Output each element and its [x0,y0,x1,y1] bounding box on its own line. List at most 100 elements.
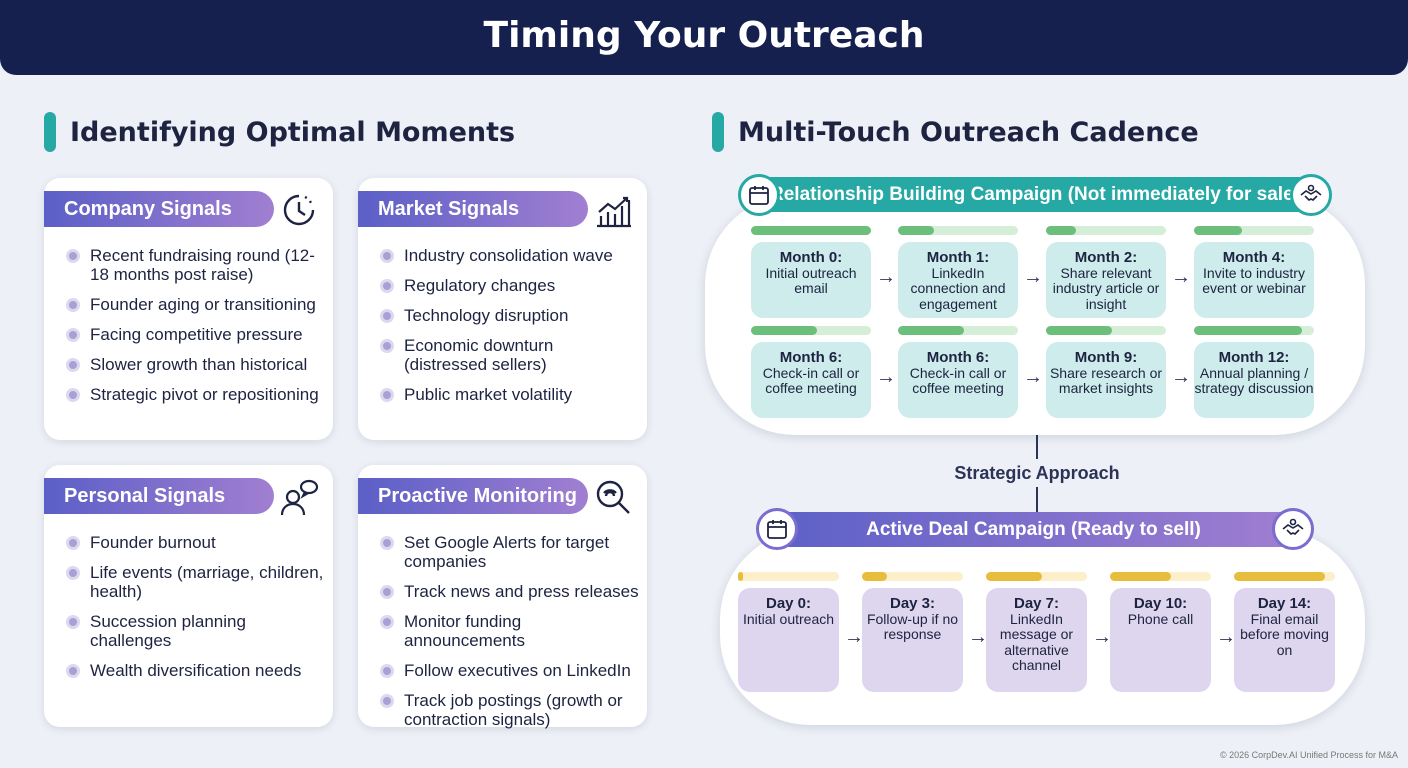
progress-bar [986,572,1087,581]
connector-label: Strategic Approach [954,463,1120,483]
list-item: Facing competitive pressure [64,325,325,344]
cadence-step: Month 9: Share research or market insight… [1046,342,1166,418]
connector-line [1036,435,1038,459]
step-text: LinkedIn message or alternative channel [999,610,1074,673]
progress-bar [1234,572,1335,581]
arrow-right-icon: → [1023,266,1043,288]
person-speech-icon [279,477,319,517]
cadence-step: Day 0: Initial outreach [738,588,839,692]
list-item: Monitor funding announcements [378,612,639,650]
list-item: Slower growth than historical [64,355,325,374]
clock-icon [279,190,319,230]
signal-card: Personal Signals Founder burnout Life eve… [44,465,333,727]
footer: © 2026 CorpDev.AI Unified Process for M&… [1219,750,1398,760]
list-item: Founder burnout [64,533,325,552]
signal-card: Market Signals Industry consolidation wa… [358,178,647,440]
list-item: Track job postings (growth or contractio… [378,691,639,729]
cadence-step: Month 4: Invite to industry event or webi… [1194,242,1314,318]
step-label: Month 0: [779,249,843,266]
progress-bar [751,326,871,335]
step-text: Phone call [1127,610,1194,627]
step-text: Annual planning / strategy discussion [1194,364,1314,396]
arrow-right-icon: → [876,366,896,388]
card-title: Personal Signals [44,478,274,514]
step-text: LinkedIn connection and engagement [910,264,1006,312]
cadence-step: Month 1: LinkedIn connection and engageme… [898,242,1018,318]
list-item: Technology disruption [378,306,639,325]
calendar-icon [738,174,780,216]
list-item: Recent fundraising round (12-18 months p… [64,246,325,284]
step-label: Day 7: [1013,595,1060,612]
list-item: Industry consolidation wave [378,246,639,265]
calendar-icon [756,508,798,550]
list-item: Set Google Alerts for target companies [378,533,639,571]
progress-bar [1046,226,1166,235]
list-item: Strategic pivot or repositioning [64,385,325,404]
cadence-step: Month 6: Check-in call or coffee meeting [751,342,871,418]
step-text: Initial outreach email [765,264,857,296]
arrow-right-icon: → [1023,366,1043,388]
arrow-right-icon: → [1171,266,1191,288]
cadence-step: Day 10: Phone call [1110,588,1211,692]
signal-card: Proactive Monitoring Set Google Alerts f… [358,465,647,729]
section-cadence: Multi-Touch Outreach Cadence [712,112,1199,152]
progress-bar [738,572,839,581]
step-label: Month 12: [1218,349,1290,366]
progress-bar [1110,572,1211,581]
step-label: Month 6: [779,349,843,366]
progress-bar [751,226,871,235]
cadence-step: Month 0: Initial outreach email [751,242,871,318]
search-signal-icon [593,477,633,517]
step-label: Month 1: [926,249,990,266]
handshake-icon [1272,508,1314,550]
arrow-right-icon: → [1216,626,1236,648]
progress-bar [862,572,963,581]
step-text: Invite to industry event or webinar [1202,264,1306,296]
bar-chart-growth-icon [593,190,633,230]
page-title: Timing Your Outreach [0,0,1408,75]
progress-bar [898,326,1018,335]
progress-bar [898,226,1018,235]
list-item: Succession planning challenges [64,612,325,650]
step-label: Day 3: [889,595,936,612]
list-item: Economic downturn (distressed sellers) [378,336,639,374]
step-text: Follow-up if no response [866,610,959,642]
list-item: Wealth diversification needs [64,661,325,680]
step-label: Day 14: [1257,595,1312,612]
signal-card: Company Signals Recent fundraising round… [44,178,333,440]
relationship-campaign-title: Relationship Building Campaign (Not imme… [740,177,1330,212]
list-item: Follow executives on LinkedIn [378,661,639,680]
cadence-step: Day 7: LinkedIn message or alternative ch… [986,588,1087,692]
connector-line [1036,487,1038,513]
cadence-step: Month 2: Share relevant industry article … [1046,242,1166,318]
arrow-right-icon: → [876,266,896,288]
section-optimal-moments: Identifying Optimal Moments [44,112,515,152]
card-title: Company Signals [44,191,274,227]
step-label: Day 0: [765,595,812,612]
list-item: Track news and press releases [378,582,639,601]
cadence-step: Day 3: Follow-up if no response [862,588,963,692]
section-title: Multi-Touch Outreach Cadence [738,116,1199,148]
progress-bar [1046,326,1166,335]
step-label: Month 6: [926,349,990,366]
cadence-step: Day 14: Final email before moving on [1234,588,1335,692]
cadence-step: Month 12: Annual planning / strategy disc… [1194,342,1314,418]
active-campaign-title: Active Deal Campaign (Ready to sell) [757,512,1310,547]
progress-bar [1194,226,1314,235]
list-item: Regulatory changes [378,276,639,295]
step-text: Check-in call or coffee meeting [909,364,1007,396]
step-text: Share relevant industry article or insig… [1052,264,1160,312]
arrow-right-icon: → [968,626,988,648]
cadence-step: Month 6: Check-in call or coffee meeting [898,342,1018,418]
section-accent [712,112,724,152]
step-label: Month 4: [1222,249,1286,266]
step-text: Initial outreach [742,610,835,627]
arrow-right-icon: → [1171,366,1191,388]
progress-bar [1194,326,1314,335]
step-text: Check-in call or coffee meeting [762,364,860,396]
list-item: Life events (marriage, children, health) [64,563,325,601]
card-title: Proactive Monitoring [358,478,588,514]
step-label: Month 2: [1074,249,1138,266]
arrow-right-icon: → [844,626,864,648]
step-text: Share research or market insights [1049,364,1163,396]
